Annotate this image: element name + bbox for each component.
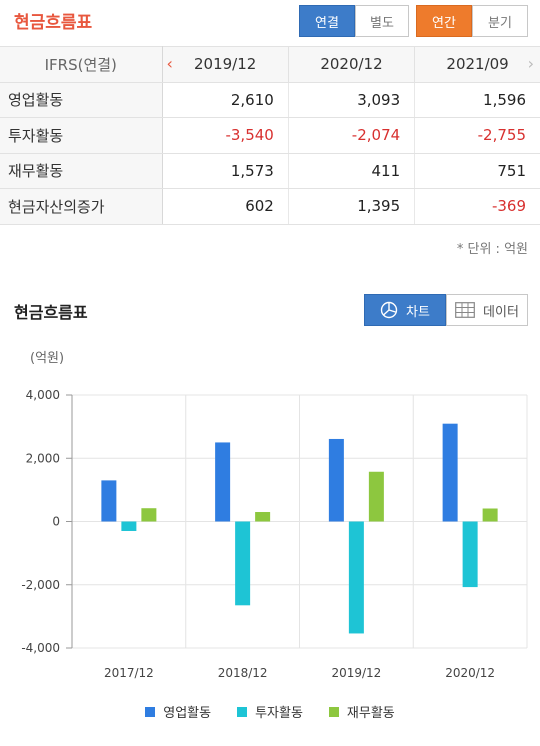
legend-label: 재무활동	[346, 706, 395, 721]
table-icon	[455, 302, 475, 318]
table-row: 영업활동 2,610 3,093 1,596	[0, 81, 540, 118]
legend-item: 투자활동	[237, 702, 303, 721]
chevron-left-icon[interactable]: ‹	[166, 54, 173, 73]
table-cell: 3,093	[288, 81, 416, 118]
data-toggle-button[interactable]: 데이터	[446, 294, 528, 326]
chart-legend: 영업활동 투자활동 재무활동	[0, 702, 540, 721]
table-cell: 1,573	[162, 152, 289, 189]
bar-재무활동	[482, 508, 498, 522]
bar-재무활동	[141, 508, 157, 522]
column-label: 2019/12	[194, 55, 257, 74]
y-tick-label: 0	[52, 515, 60, 529]
x-tick-label: 2019/12	[331, 666, 381, 680]
legend-swatch	[145, 706, 156, 717]
quarterly-button[interactable]: 분기	[472, 5, 528, 37]
table-cell: 411	[288, 152, 416, 189]
bar-투자활동	[121, 521, 137, 531]
legend-label: 투자활동	[255, 706, 303, 721]
x-tick-label: 2020/12	[445, 666, 495, 680]
y-tick-label: -2,000	[21, 578, 60, 592]
chevron-right-icon[interactable]: ›	[527, 54, 534, 73]
page-title: 현금흐름표	[14, 13, 93, 33]
y-tick-label: 4,000	[26, 388, 60, 402]
separate-button[interactable]: 별도	[355, 5, 409, 37]
table-cell: 1,596	[414, 81, 540, 118]
x-tick-label: 2017/12	[104, 666, 154, 680]
cashflow-table: IFRS(연결) ‹ 2019/12 2020/12 2021/09 › 영업활…	[0, 46, 540, 225]
unit-note: * 단위 : 억원	[456, 242, 528, 257]
bar-투자활동	[235, 521, 251, 606]
cashflow-bar-chart: 4,000 2,000 0 -2,000 -4,000 2017/12 2018/12 201…	[21, 388, 528, 680]
chart-toggle-label: 차트	[406, 304, 430, 320]
table-corner: IFRS(연결)	[0, 46, 163, 83]
y-tick-label: 2,000	[26, 451, 60, 465]
consolidated-button[interactable]: 연결	[299, 5, 355, 37]
x-tick-label: 2018/12	[218, 666, 268, 680]
data-toggle-label: 데이터	[483, 304, 519, 320]
row-label: 투자활동	[0, 117, 163, 154]
table-cell: -369	[414, 188, 540, 225]
table-cell: 602	[162, 188, 289, 225]
table-cell: 2,610	[162, 81, 289, 118]
table-column-header: ‹ 2019/12	[162, 46, 289, 83]
bar-재무활동	[255, 512, 271, 522]
annual-button[interactable]: 연간	[416, 5, 472, 37]
legend-swatch	[237, 706, 248, 717]
bar-투자활동	[462, 521, 478, 588]
chart-toggle-button[interactable]: 차트	[364, 294, 446, 326]
pie-chart-icon	[380, 301, 398, 319]
table-cell: -3,540	[162, 117, 289, 154]
bar-재무활동	[368, 471, 384, 522]
table-column-header: 2020/12	[288, 46, 416, 83]
bar-영업활동	[101, 480, 117, 522]
table-row: 재무활동 1,573 411 751	[0, 152, 540, 189]
table-cell: -2,755	[414, 117, 540, 154]
table-cell: -2,074	[288, 117, 416, 154]
table-column-header: 2021/09 ›	[414, 46, 540, 83]
legend-label: 영업활동	[163, 706, 212, 721]
column-label: 2020/12	[320, 55, 383, 74]
legend-swatch	[328, 706, 339, 717]
bar-영업활동	[215, 442, 231, 522]
table-header-row: IFRS(연결) ‹ 2019/12 2020/12 2021/09 ›	[0, 46, 540, 83]
chart-section-title: 현금흐름표	[14, 303, 88, 322]
bar-투자활동	[348, 521, 364, 634]
legend-item: 재무활동	[328, 702, 395, 721]
bar-영업활동	[442, 423, 458, 522]
y-tick-label: -4,000	[21, 641, 60, 655]
row-label: 재무활동	[0, 152, 163, 189]
bar-영업활동	[328, 438, 344, 522]
table-cell: 751	[414, 152, 540, 189]
row-label: 현금자산의증가	[0, 188, 163, 225]
legend-item: 영업활동	[145, 702, 211, 721]
row-label: 영업활동	[0, 81, 163, 118]
table-row: 현금자산의증가 602 1,395 -369	[0, 188, 540, 225]
header: 현금흐름표 연결 별도 연간 분기	[0, 0, 540, 44]
table-cell: 1,395	[288, 188, 416, 225]
y-axis-unit: (억원)	[30, 351, 65, 366]
table-row: 투자활동 -3,540 -2,074 -2,755	[0, 117, 540, 154]
column-label: 2021/09	[446, 55, 509, 74]
